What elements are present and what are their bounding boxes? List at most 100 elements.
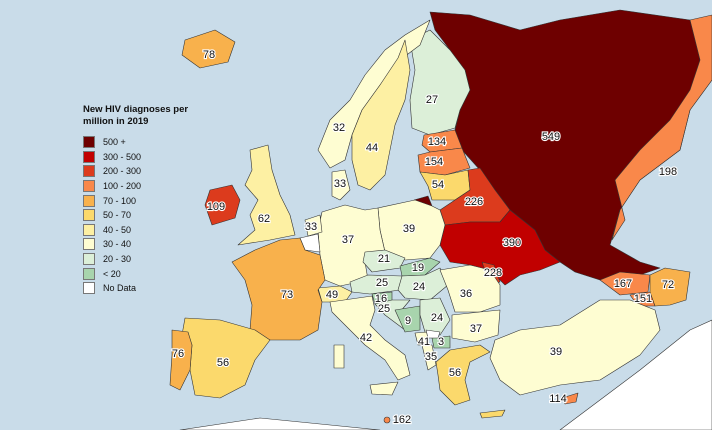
legend-item: 70 - 100 (83, 193, 203, 208)
legend-label: 300 - 500 (103, 151, 142, 162)
label-moldova: 228 (484, 267, 502, 279)
label-iceland: 78 (203, 49, 215, 61)
country-greece (435, 344, 491, 406)
country-sardinia (333, 344, 345, 369)
label-latvia: 154 (425, 156, 443, 168)
country-iceland (181, 29, 236, 69)
legend-label: 100 - 200 (103, 181, 142, 192)
label-denmark: 33 (334, 178, 346, 190)
legend-swatch (83, 223, 95, 236)
country-cyprus (561, 392, 579, 405)
country-netherlands (304, 214, 323, 237)
label-croatia: 25 (378, 303, 390, 315)
label-norway: 32 (333, 122, 345, 134)
legend-label: < 20 (103, 268, 121, 279)
label-albania: 35 (425, 351, 437, 363)
country-crete (479, 409, 506, 419)
label-czechia: 21 (378, 253, 390, 265)
label-netherlands: 33 (305, 221, 317, 233)
label-spain: 56 (217, 357, 229, 369)
country-denmark (331, 169, 351, 201)
label-france: 73 (281, 289, 293, 301)
legend-label: 30 - 40 (103, 239, 132, 250)
label-malta: 162 (393, 414, 411, 426)
label-armenia: 151 (634, 293, 652, 305)
legend-label: 20 - 30 (103, 254, 132, 265)
legend-swatch (83, 150, 95, 163)
label-russia-east: 198 (659, 166, 677, 178)
label-finland: 27 (426, 94, 438, 106)
country-bulgaria (451, 309, 501, 343)
legend-item: 30 - 40 (83, 237, 203, 252)
label-bosnia: 9 (405, 315, 411, 327)
label-ireland: 109 (207, 201, 225, 213)
legend-swatch (83, 180, 95, 193)
legend-swatch (83, 267, 95, 280)
country-no-data-south (559, 319, 712, 430)
label-romania: 36 (460, 288, 472, 300)
country-russia-east (611, 14, 712, 241)
country-no-data-africa (179, 417, 381, 430)
legend-label: 40 - 50 (103, 224, 132, 235)
label-portugal: 76 (172, 348, 184, 360)
country-georgia (599, 271, 651, 296)
legend-item: 20 - 30 (83, 252, 203, 267)
label-cyprus: 114 (549, 393, 567, 405)
label-estonia: 134 (428, 136, 446, 148)
country-sicily (369, 381, 399, 396)
country-azerbaijan (649, 267, 691, 307)
country-north-macedonia (431, 335, 451, 349)
legend-item: No Data (83, 281, 203, 296)
label-switzerland: 49 (326, 289, 338, 301)
country-kosovo-no-data (425, 329, 441, 339)
legend-swatch (83, 238, 95, 251)
legend-label: 500 + (103, 137, 126, 148)
country-slovakia (399, 257, 441, 277)
label-serbia: 24 (431, 312, 443, 324)
label-uk: 62 (258, 213, 270, 225)
label-azerbaijan: 72 (662, 279, 674, 291)
label-slovakia: 19 (412, 262, 424, 274)
legend-swatch (83, 253, 95, 266)
label-slovenia: 16 (375, 293, 387, 305)
country-albania (421, 344, 437, 371)
legend-item: 40 - 50 (83, 223, 203, 238)
legend-swatch (83, 136, 95, 149)
country-uk (237, 144, 296, 246)
label-bulgaria: 37 (470, 323, 482, 335)
legend-label: 200 - 300 (103, 166, 142, 177)
country-turkey (489, 299, 661, 396)
label-austria: 25 (376, 277, 388, 289)
label-sweden: 44 (366, 142, 378, 154)
country-czechia (362, 249, 406, 273)
country-hungary (397, 267, 449, 301)
label-russia: 549 (542, 131, 560, 143)
country-romania (439, 264, 501, 313)
label-montenegro: 41 (418, 336, 430, 348)
country-sweden (351, 39, 411, 191)
label-ukraine: 390 (503, 237, 521, 249)
label-hungary: 24 (413, 281, 425, 293)
country-france (231, 237, 326, 341)
country-ireland (204, 184, 241, 226)
country-serbia (419, 297, 451, 336)
label-turkey: 39 (550, 346, 562, 358)
country-malta (383, 416, 391, 424)
label-georgia: 167 (614, 278, 632, 290)
country-portugal (169, 329, 193, 391)
legend-label: 50 - 70 (103, 210, 132, 221)
legend-item: 100 - 200 (83, 179, 203, 194)
label-poland: 39 (403, 223, 415, 235)
legend-item: 200 - 300 (83, 164, 203, 179)
legend-item: 500 + (83, 135, 203, 150)
country-bosnia (394, 305, 421, 333)
legend-swatch (83, 165, 95, 178)
label-north-macedonia: 3 (438, 336, 444, 348)
legend-item: < 20 (83, 266, 203, 281)
legend-swatch (83, 282, 95, 295)
legend-label: 70 - 100 (103, 195, 137, 206)
label-italy: 42 (360, 332, 372, 344)
map-legend: New HIV diagnoses per million in 2019 50… (83, 104, 203, 296)
legend-swatch (83, 209, 95, 222)
